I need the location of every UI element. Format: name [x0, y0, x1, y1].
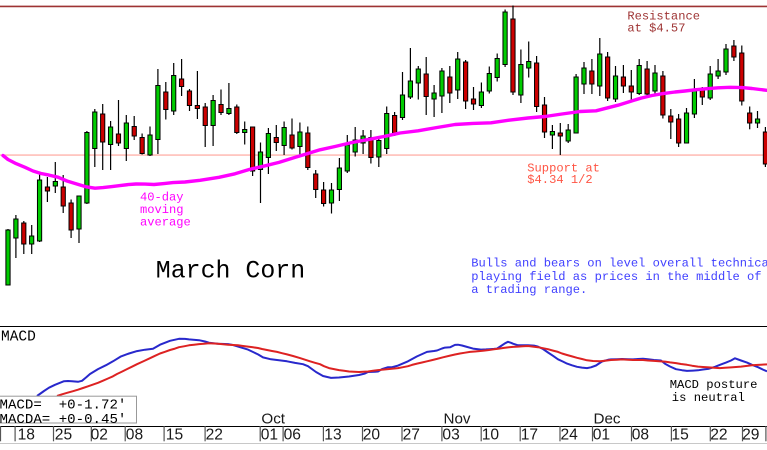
svg-text:22: 22 — [710, 427, 727, 444]
svg-text:18: 18 — [18, 427, 35, 444]
svg-text:01: 01 — [593, 427, 610, 444]
svg-text:40-day: 40-day — [140, 190, 184, 204]
svg-text:17: 17 — [521, 427, 538, 444]
svg-text:a trading range.: a trading range. — [471, 283, 587, 297]
svg-text:MACDA= +0-0.45': MACDA= +0-0.45' — [0, 412, 126, 428]
svg-text:29: 29 — [742, 427, 759, 444]
svg-text:Support at: Support at — [527, 162, 600, 176]
svg-text:MACD= +0-1.72': MACD= +0-1.72' — [0, 397, 126, 413]
svg-text:March Corn: March Corn — [156, 258, 305, 286]
svg-text:$4.34 1/2: $4.34 1/2 — [527, 173, 592, 187]
svg-text:27: 27 — [403, 427, 420, 444]
svg-text:MACD: MACD — [1, 330, 36, 346]
svg-text:Resistance: Resistance — [627, 9, 700, 23]
svg-text:03: 03 — [442, 427, 459, 444]
svg-text:is neutral: is neutral — [672, 391, 745, 405]
svg-text:playing field as prices in the: playing field as prices in the middle of — [471, 270, 761, 284]
svg-text:24: 24 — [561, 427, 579, 444]
svg-text:at $4.57: at $4.57 — [627, 22, 685, 36]
svg-text:Nov: Nov — [444, 411, 471, 428]
svg-text:15: 15 — [166, 427, 184, 444]
svg-text:22: 22 — [206, 427, 223, 444]
svg-text:08: 08 — [126, 427, 143, 444]
svg-text:25: 25 — [55, 427, 73, 444]
svg-text:13: 13 — [324, 427, 341, 444]
svg-text:moving: moving — [140, 203, 184, 217]
svg-text:02: 02 — [91, 427, 108, 444]
svg-text:Dec: Dec — [594, 411, 621, 428]
svg-text:average: average — [140, 215, 191, 229]
svg-text:08: 08 — [632, 427, 649, 444]
svg-text:MACD posture: MACD posture — [670, 378, 758, 392]
svg-text:Oct: Oct — [261, 411, 285, 428]
svg-text:01: 01 — [261, 427, 278, 444]
svg-text:Bulls and bears on level overa: Bulls and bears on level overall technic… — [471, 256, 767, 270]
svg-text:10: 10 — [482, 427, 500, 444]
svg-text:15: 15 — [671, 427, 689, 444]
svg-text:06: 06 — [284, 427, 301, 444]
svg-text:20: 20 — [363, 427, 381, 444]
